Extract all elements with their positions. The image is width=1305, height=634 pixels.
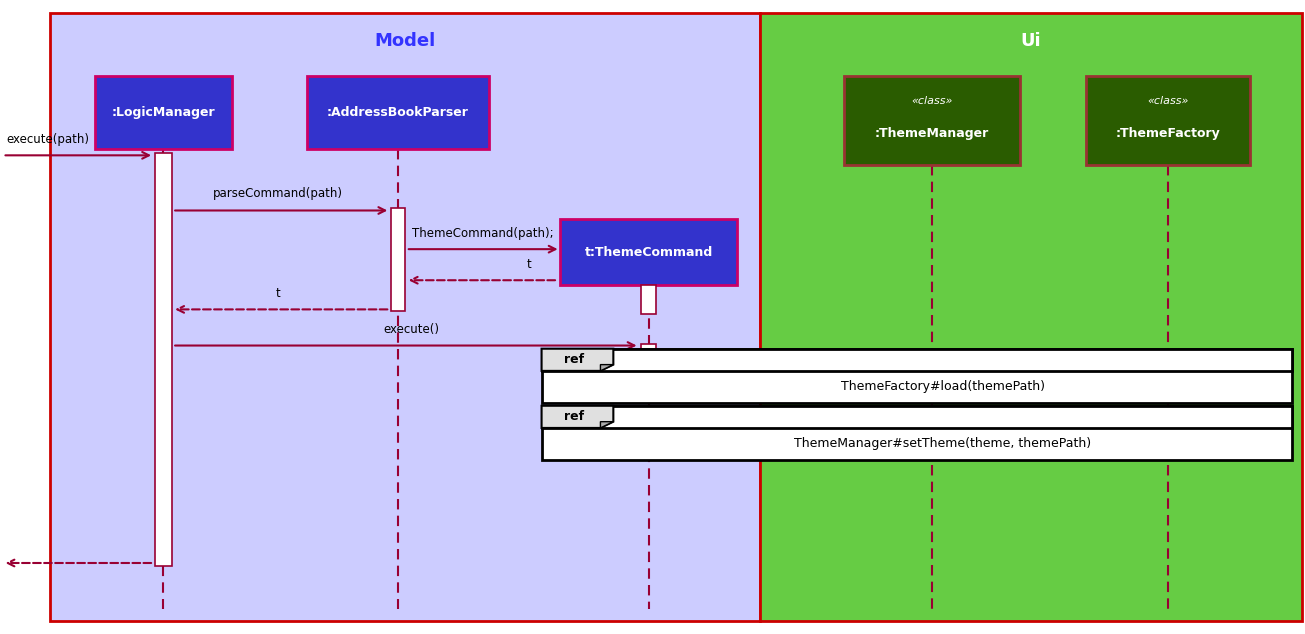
Text: :LogicManager: :LogicManager	[111, 106, 215, 119]
Bar	[1087, 76, 1250, 165]
Polygon shape	[542, 349, 613, 371]
Bar	[561, 219, 736, 285]
Bar	[642, 344, 655, 361]
Text: ThemeCommand(path);: ThemeCommand(path);	[412, 226, 553, 240]
Text: Model: Model	[375, 32, 435, 50]
Bar	[760, 13, 1302, 621]
Bar	[542, 349, 1292, 371]
Text: t: t	[526, 257, 531, 271]
Text: «class»: «class»	[1147, 96, 1189, 106]
Text: ThemeFactory#load(themePath): ThemeFactory#load(themePath)	[840, 380, 1045, 393]
Bar	[95, 76, 232, 149]
Bar	[542, 406, 1292, 460]
Polygon shape	[600, 422, 613, 428]
Text: Ui: Ui	[1021, 32, 1041, 50]
Text: ref: ref	[564, 410, 583, 424]
Polygon shape	[542, 406, 613, 428]
Text: :ThemeManager: :ThemeManager	[874, 127, 989, 140]
Text: execute(path): execute(path)	[7, 133, 90, 146]
Bar	[154, 153, 172, 566]
Text: execute(): execute()	[384, 323, 438, 336]
Bar	[542, 349, 1292, 403]
Bar	[392, 208, 405, 311]
Text: :ThemeFactory: :ThemeFactory	[1116, 127, 1220, 140]
Bar	[50, 13, 760, 621]
Bar	[642, 285, 655, 314]
Bar	[844, 76, 1021, 165]
Text: t: t	[275, 287, 281, 300]
Text: ThemeManager#setTheme(theme, themePath): ThemeManager#setTheme(theme, themePath)	[795, 437, 1091, 450]
Text: ref: ref	[564, 353, 583, 366]
Bar	[542, 406, 1292, 428]
Text: «class»: «class»	[911, 96, 953, 106]
Polygon shape	[600, 365, 613, 371]
Text: parseCommand(path): parseCommand(path)	[213, 186, 343, 200]
Text: :AddressBookParser: :AddressBookParser	[328, 106, 468, 119]
Text: t:ThemeCommand: t:ThemeCommand	[585, 245, 713, 259]
Bar	[307, 76, 489, 149]
